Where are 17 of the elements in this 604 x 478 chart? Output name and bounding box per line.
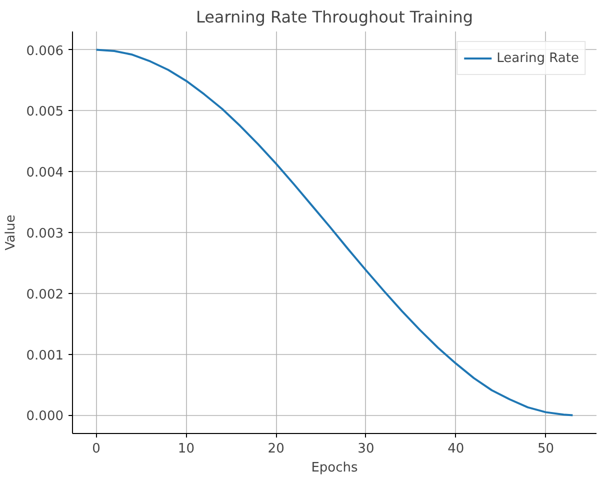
- y-axis-title: Value: [3, 214, 18, 250]
- x-tick-label: 0: [92, 442, 100, 456]
- y-tick-label: 0.004: [26, 166, 64, 181]
- x-tick-label: 20: [268, 442, 284, 456]
- chart-title: Learning Rate Throughout Training: [196, 8, 474, 26]
- x-tick-label: 10: [178, 442, 194, 456]
- y-tick-label: 0.000: [26, 409, 64, 424]
- x-tick-label: 40: [448, 442, 464, 456]
- y-tick-label: 0.002: [26, 287, 64, 302]
- y-tick-label: 0.001: [26, 348, 64, 364]
- legend-label: Learing Rate: [496, 50, 579, 66]
- x-tick-label: 30: [358, 442, 374, 456]
- y-tick-label: 0.003: [26, 226, 64, 242]
- x-axis-title: Epochs: [311, 460, 358, 476]
- y-tick-label: 0.005: [26, 104, 64, 120]
- y-tick-label: 0.006: [26, 44, 64, 59]
- x-tick-label: 50: [537, 442, 554, 456]
